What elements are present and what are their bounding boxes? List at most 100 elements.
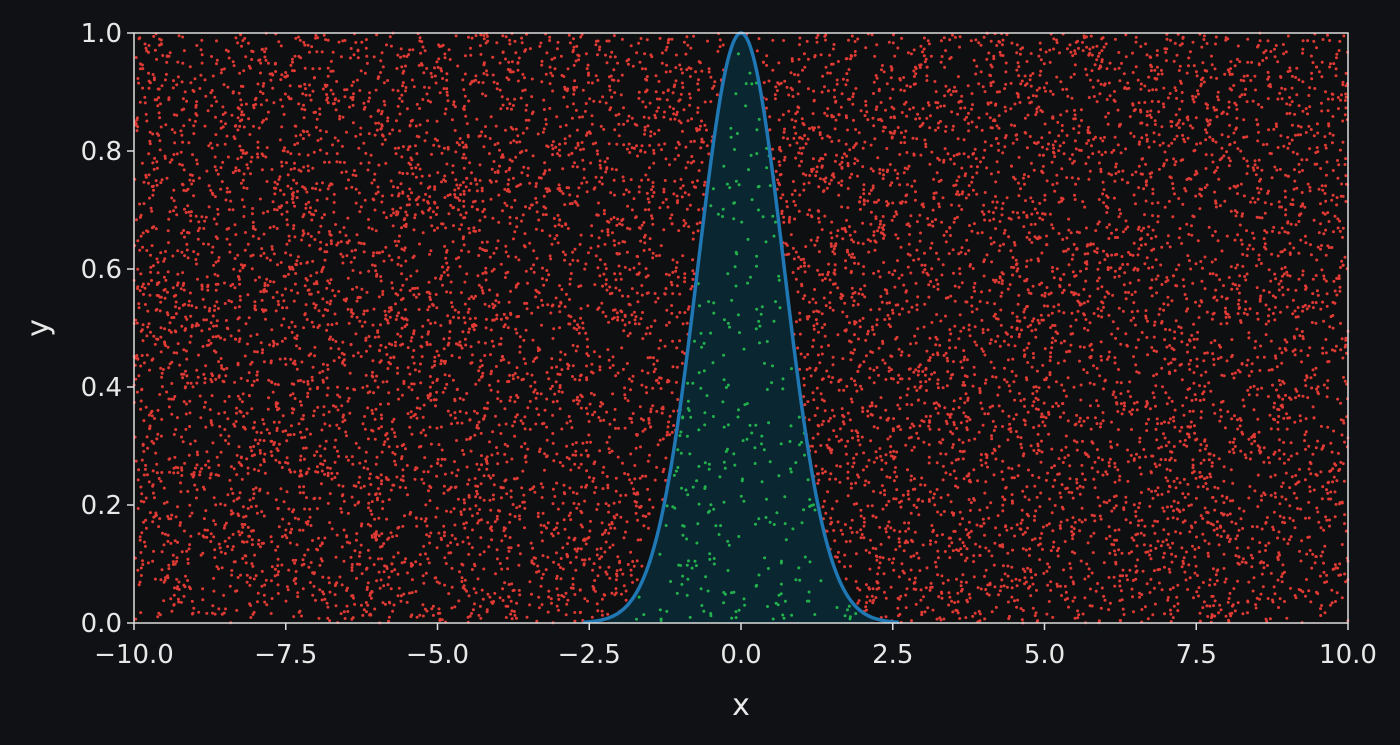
- rejected-point: [686, 43, 690, 47]
- rejected-point: [854, 552, 858, 556]
- rejected-point: [871, 546, 875, 550]
- rejected-point: [689, 287, 693, 291]
- rejected-point: [285, 439, 289, 443]
- rejected-point: [1238, 370, 1242, 374]
- rejected-point: [964, 414, 968, 418]
- rejected-point: [630, 420, 634, 424]
- rejected-point: [286, 223, 289, 227]
- rejected-point: [1230, 611, 1234, 615]
- rejected-point: [599, 166, 603, 170]
- rejected-point: [399, 343, 403, 347]
- rejected-point: [1336, 451, 1340, 455]
- rejected-point: [573, 79, 577, 83]
- rejected-point: [304, 202, 308, 206]
- rejected-point: [1301, 169, 1304, 172]
- rejected-point: [1209, 475, 1213, 479]
- rejected-point: [524, 48, 528, 52]
- rejected-point: [887, 271, 891, 274]
- rejected-point: [989, 101, 993, 105]
- rejected-point: [1199, 410, 1203, 414]
- rejected-point: [360, 287, 364, 291]
- rejected-point: [286, 150, 290, 154]
- rejected-point: [1322, 528, 1326, 532]
- rejected-point: [302, 213, 306, 216]
- rejected-point: [1051, 183, 1055, 187]
- rejected-point: [1188, 368, 1192, 371]
- rejected-point: [684, 145, 688, 149]
- rejected-point: [1113, 528, 1117, 532]
- rejected-point: [1203, 255, 1207, 259]
- rejected-point: [1293, 526, 1297, 530]
- rejected-point: [323, 160, 327, 164]
- rejected-point: [1083, 478, 1087, 482]
- rejected-point: [1293, 179, 1297, 183]
- rejected-point: [851, 465, 855, 469]
- rejected-point: [1240, 93, 1244, 97]
- rejected-point: [1016, 267, 1020, 271]
- rejected-point: [1267, 319, 1271, 323]
- rejected-point: [318, 496, 322, 500]
- rejected-point: [820, 164, 824, 168]
- rejected-point: [479, 375, 483, 379]
- rejected-point: [248, 133, 252, 136]
- rejected-point: [942, 104, 946, 108]
- rejected-point: [1113, 236, 1117, 239]
- rejected-point: [657, 128, 661, 132]
- rejected-point: [1219, 345, 1222, 349]
- rejected-point: [493, 520, 497, 524]
- rejected-point: [811, 391, 815, 395]
- rejected-point: [1099, 354, 1103, 358]
- rejected-point: [813, 243, 817, 247]
- rejected-point: [295, 344, 298, 348]
- rejected-point: [365, 61, 369, 65]
- rejected-point: [586, 304, 590, 308]
- rejected-point: [228, 250, 232, 254]
- rejected-point: [1231, 447, 1235, 451]
- rejected-point: [1232, 84, 1236, 87]
- rejected-point: [1244, 300, 1248, 304]
- rejected-point: [671, 258, 675, 262]
- rejected-point: [1273, 491, 1277, 495]
- rejected-point: [569, 315, 573, 319]
- rejected-point: [481, 272, 485, 275]
- rejected-point: [1299, 588, 1303, 592]
- rejected-point: [1217, 457, 1221, 461]
- rejected-point: [833, 244, 836, 248]
- rejected-point: [1114, 165, 1118, 169]
- rejected-point: [522, 165, 526, 169]
- rejected-point: [409, 415, 413, 419]
- rejected-point: [507, 595, 511, 599]
- rejected-point: [541, 130, 545, 134]
- rejected-point: [351, 269, 355, 272]
- rejected-point: [1021, 567, 1025, 571]
- rejected-point: [1304, 384, 1308, 388]
- rejected-point: [200, 38, 204, 42]
- rejected-point: [160, 568, 164, 572]
- rejected-point: [1338, 562, 1342, 566]
- rejected-point: [981, 423, 985, 427]
- rejected-point: [273, 180, 277, 184]
- rejected-point: [354, 41, 358, 44]
- rejected-point: [1209, 75, 1213, 79]
- rejected-point: [534, 396, 538, 400]
- rejected-point: [1257, 158, 1261, 162]
- rejected-point: [175, 351, 179, 355]
- rejected-point: [959, 250, 963, 254]
- rejected-point: [936, 573, 940, 577]
- rejected-point: [878, 167, 882, 171]
- rejected-point: [140, 161, 144, 165]
- rejected-point: [1284, 195, 1287, 199]
- rejected-point: [1128, 410, 1132, 414]
- rejected-point: [451, 378, 455, 382]
- rejected-point: [596, 266, 600, 270]
- rejected-point: [891, 311, 895, 315]
- rejected-point: [917, 497, 921, 501]
- rejected-point: [885, 200, 889, 203]
- rejected-point: [771, 68, 775, 72]
- rejected-point: [1040, 293, 1044, 297]
- rejected-point: [850, 429, 854, 433]
- rejected-point: [355, 78, 359, 82]
- rejected-point: [829, 178, 833, 182]
- rejected-point: [289, 393, 292, 397]
- rejected-point: [1142, 448, 1146, 451]
